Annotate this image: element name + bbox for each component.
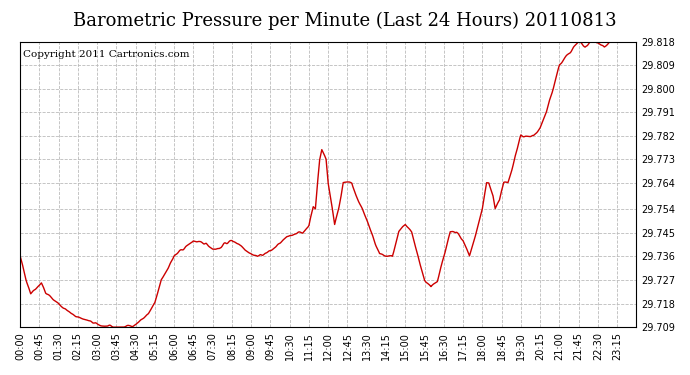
Text: Barometric Pressure per Minute (Last 24 Hours) 20110813: Barometric Pressure per Minute (Last 24 …: [73, 11, 617, 30]
Text: Copyright 2011 Cartronics.com: Copyright 2011 Cartronics.com: [23, 50, 190, 59]
